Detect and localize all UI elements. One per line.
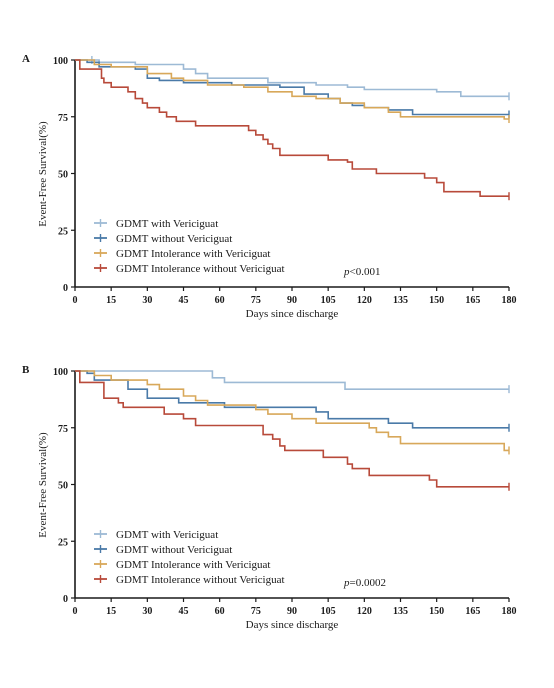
x-tick-label: 120: [357, 295, 372, 306]
x-tick-label: 120: [357, 606, 372, 617]
legend-label: GDMT Intolerance without Vericiguat: [116, 574, 285, 586]
x-tick-label: 0: [73, 295, 78, 306]
survival-curve-1: [75, 370, 509, 390]
x-tick-label: 30: [142, 295, 152, 306]
legend-label: GDMT with Vericiguat: [116, 218, 218, 230]
y-tick-label: 50: [58, 481, 68, 492]
x-tick-label: 45: [179, 606, 189, 617]
x-tick-label: 105: [321, 606, 336, 617]
survival-curves: [75, 56, 510, 201]
x-tick-label: 15: [106, 606, 116, 617]
x-tick-label: 105: [321, 295, 336, 306]
y-tick-label: 0: [63, 594, 68, 605]
y-tick-label: 100: [53, 56, 68, 67]
survival-curve-3: [75, 59, 509, 120]
x-tick-label: 180: [502, 606, 517, 617]
y-axis-label: Event-Free Survival(%): [37, 121, 49, 227]
x-tick-label: 15: [106, 295, 116, 306]
y-tick-label: 100: [53, 367, 68, 378]
x-tick-label: 60: [215, 606, 225, 617]
x-tick-label: 45: [179, 295, 189, 306]
y-tick-label: 50: [58, 170, 68, 181]
y-tick-label: 75: [58, 424, 68, 435]
x-tick-label: 60: [215, 295, 225, 306]
x-tick-label: 165: [465, 295, 480, 306]
legend-label: GDMT Intolerance with Vericiguat: [116, 559, 270, 571]
y-tick-label: 25: [58, 226, 68, 237]
x-axis-label: Days since discharge: [246, 619, 339, 631]
x-tick-label: 75: [251, 606, 261, 617]
x-tick-label: 90: [287, 606, 297, 617]
legend-label: GDMT without Vericiguat: [116, 544, 232, 556]
legend-label: GDMT with Vericiguat: [116, 529, 218, 541]
survival-curve-4: [75, 370, 509, 488]
x-tick-label: 30: [142, 606, 152, 617]
axes: 0 15 30 45 60 75 90 105 120 135 150 165 180 0 25 50 75 10…: [53, 56, 517, 306]
legend-label: GDMT Intolerance without Vericiguat: [116, 263, 285, 275]
legend: GDMT with Vericiguat GDMT without Vericig…: [94, 218, 285, 275]
p-value-text: <0.001: [350, 266, 381, 278]
legend-label: GDMT Intolerance with Vericiguat: [116, 248, 270, 260]
survival-curve-3: [75, 370, 509, 452]
panel-label: A: [22, 53, 30, 65]
p-value-symbol: p: [343, 577, 350, 589]
panel-label: B: [22, 364, 30, 376]
y-tick-label: 75: [58, 113, 68, 124]
survival-curve-4: [75, 59, 509, 197]
x-tick-label: 150: [429, 606, 444, 617]
panel-b: B Event-Free Survival(%) Days since disc…: [22, 364, 517, 631]
y-tick-label: 25: [58, 537, 68, 548]
y-tick-label: 0: [63, 283, 68, 294]
p-value-symbol: p: [343, 266, 350, 278]
survival-curve-2: [75, 59, 509, 116]
p-value-text: =0.0002: [350, 577, 386, 589]
x-tick-label: 135: [393, 606, 408, 617]
legend-label: GDMT without Vericiguat: [116, 233, 232, 245]
x-tick-label: 75: [251, 295, 261, 306]
p-value-annotation: p<0.001: [343, 266, 380, 278]
axes: 0 15 30 45 60 75 90 105 120 135 150 165 180 0 25 50 75 10…: [53, 367, 517, 617]
x-axis-label: Days since discharge: [246, 308, 339, 320]
legend: GDMT with Vericiguat GDMT without Vericig…: [94, 529, 285, 586]
p-value-annotation: p=0.0002: [343, 577, 386, 589]
survival-curve-1: [75, 59, 509, 98]
panel-a: A Event-Free Survival(%) Days since disc…: [22, 53, 517, 320]
x-tick-label: 0: [73, 606, 78, 617]
survival-curves: [75, 370, 510, 491]
x-tick-label: 90: [287, 295, 297, 306]
x-tick-label: 165: [465, 606, 480, 617]
x-tick-label: 180: [502, 295, 517, 306]
survival-curve-2: [75, 370, 509, 429]
y-axis-label: Event-Free Survival(%): [37, 432, 49, 538]
x-tick-label: 150: [429, 295, 444, 306]
x-tick-label: 135: [393, 295, 408, 306]
